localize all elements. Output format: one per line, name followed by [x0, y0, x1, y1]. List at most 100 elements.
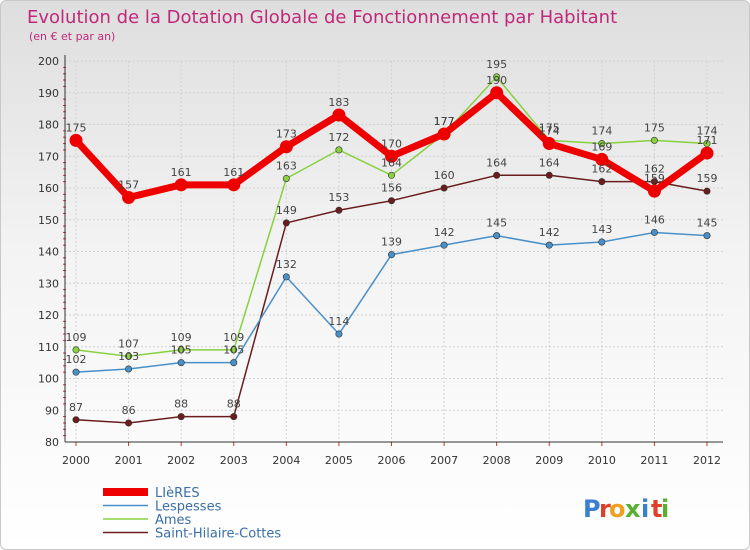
data-label-ames: 177	[434, 115, 455, 128]
data-label-lespesses: 114	[328, 315, 349, 328]
data-label-li-res: 161	[171, 166, 192, 179]
data-point-ames	[335, 146, 343, 154]
x-tick-label: 2011	[640, 454, 668, 467]
chart-subtitle: (en € et par an)	[29, 30, 115, 43]
data-label-li-res: 159	[644, 172, 665, 185]
data-point-saint-hilaire-cottes	[545, 171, 553, 179]
legend-label-lespesses: Lespesses	[155, 500, 222, 515]
logo-letter: t	[651, 495, 662, 523]
data-label-ames: 174	[591, 125, 612, 138]
data-label-saint-hilaire-cottes: 162	[591, 163, 612, 176]
data-label-saint-hilaire-cottes: 164	[539, 156, 560, 169]
data-point-saint-hilaire-cottes	[230, 413, 238, 421]
proxiti-logo: Pro x i ti	[583, 495, 669, 523]
x-tick-label: 2002	[167, 454, 195, 467]
logo-letter: i	[641, 495, 649, 523]
data-point-li-res	[122, 191, 136, 205]
data-point-saint-hilaire-cottes	[440, 184, 448, 192]
data-label-lespesses: 103	[118, 350, 139, 363]
x-tick-label: 2006	[378, 454, 406, 467]
data-label-saint-hilaire-cottes: 87	[69, 401, 83, 414]
data-label-saint-hilaire-cottes: 156	[381, 182, 402, 195]
x-tick-label: 2012	[693, 454, 721, 467]
data-point-li-res	[332, 108, 346, 122]
data-label-saint-hilaire-cottes: 86	[122, 404, 136, 417]
data-point-li-res	[542, 137, 556, 151]
data-point-ames	[72, 346, 80, 354]
grid	[65, 60, 723, 443]
data-label-ames: 175	[539, 121, 560, 134]
data-point-lespesses	[230, 359, 238, 367]
x-tick-label: 2008	[483, 454, 511, 467]
data-point-lespesses	[335, 330, 343, 338]
data-label-saint-hilaire-cottes: 88	[174, 398, 188, 411]
data-label-li-res: 171	[697, 134, 718, 147]
y-tick-label: 160	[38, 182, 59, 195]
data-point-li-res	[700, 146, 714, 160]
data-point-lespesses	[282, 273, 290, 281]
data-point-ames	[177, 346, 185, 354]
data-label-lespesses: 145	[697, 217, 718, 230]
data-label-saint-hilaire-cottes: 153	[328, 191, 349, 204]
data-point-saint-hilaire-cottes	[72, 416, 80, 424]
y-tick-label: 120	[38, 309, 59, 322]
data-point-ames	[598, 140, 606, 148]
data-point-saint-hilaire-cottes	[282, 219, 290, 227]
data-label-saint-hilaire-cottes: 164	[486, 156, 507, 169]
data-label-ames: 109	[66, 331, 87, 344]
data-point-lespesses	[703, 232, 711, 240]
chart-title: Evolution de la Dotation Globale de Fonc…	[27, 7, 617, 28]
data-point-ames	[230, 346, 238, 354]
data-label-saint-hilaire-cottes: 159	[697, 172, 718, 185]
data-point-li-res	[647, 184, 661, 198]
data-label-li-res: 175	[66, 121, 87, 134]
data-point-ames	[650, 136, 658, 144]
data-label-lespesses: 145	[486, 217, 507, 230]
data-label-saint-hilaire-cottes: 88	[227, 398, 241, 411]
y-tick-label: 130	[38, 277, 59, 290]
data-label-saint-hilaire-cottes: 162	[644, 163, 665, 176]
data-label-li-res: 157	[118, 179, 139, 192]
y-tick-label: 150	[38, 214, 59, 227]
logo-letter: o	[609, 495, 626, 523]
data-label-ames: 107	[118, 337, 139, 350]
y-tick-label: 100	[38, 373, 59, 386]
data-point-lespesses	[177, 359, 185, 367]
logo-letter: x	[625, 495, 641, 523]
data-point-li-res	[490, 86, 504, 100]
data-label-ames: 172	[328, 131, 349, 144]
data-label-lespesses: 132	[276, 258, 297, 271]
logo-letter: P	[583, 495, 601, 523]
data-label-saint-hilaire-cottes: 149	[276, 204, 297, 217]
data-point-lespesses	[125, 365, 133, 373]
data-point-saint-hilaire-cottes	[387, 197, 395, 205]
data-label-ames: 174	[697, 125, 718, 138]
data-point-saint-hilaire-cottes	[125, 419, 133, 427]
y-tick-label: 200	[38, 55, 59, 68]
legend-label-ames: Ames	[155, 513, 192, 528]
data-point-ames	[282, 174, 290, 182]
series-layer	[69, 73, 714, 427]
data-label-lespesses: 105	[171, 344, 192, 357]
data-point-li-res	[437, 127, 451, 141]
data-label-lespesses: 143	[591, 223, 612, 236]
data-label-li-res: 183	[328, 96, 349, 109]
data-label-li-res: 169	[591, 140, 612, 153]
data-label-li-res: 190	[486, 74, 507, 87]
logo-letter: r	[599, 495, 611, 523]
data-label-lespesses: 139	[381, 236, 402, 249]
data-point-li-res	[595, 152, 609, 166]
legend-label-saint-hilaire-cottes: Saint-Hilaire-Cottes	[155, 527, 281, 542]
data-point-saint-hilaire-cottes	[335, 206, 343, 214]
data-label-lespesses: 142	[434, 226, 455, 239]
data-point-li-res	[385, 149, 398, 163]
data-label-li-res: 177	[434, 115, 455, 128]
data-label-lespesses: 105	[223, 344, 244, 357]
y-tick-label: 110	[38, 341, 59, 354]
logo-letter: i	[661, 495, 669, 523]
data-point-lespesses	[650, 228, 658, 236]
